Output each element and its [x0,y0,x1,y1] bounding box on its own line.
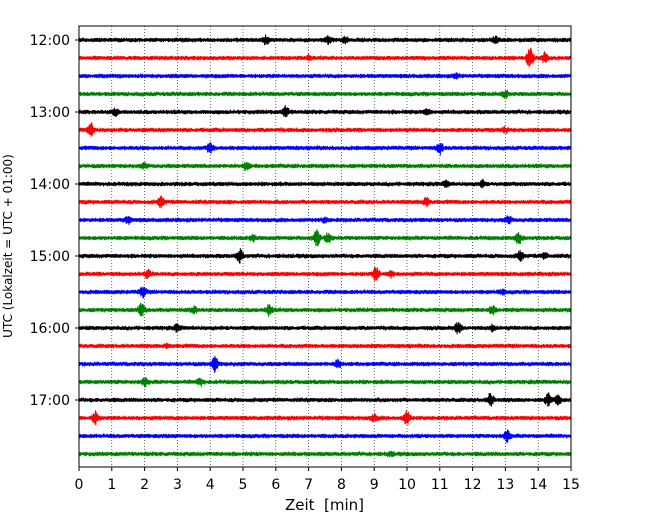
trace-1300 [78,105,572,118]
x-axis-ticks: 0 1 2 3 4 5 6 7 8 9 10 11 12 13 14 15 [75,467,580,493]
y-tick-label: 17:00 [30,393,70,409]
trace-1445 [78,228,572,247]
trace-1700 [78,392,572,407]
x-tick-label: 15 [562,477,580,493]
x-tick-label: 6 [271,477,280,493]
y-axis-ticks: 12:00 13:00 14:00 15:00 16:00 17:00 [30,33,79,409]
y-axis-label: UTC (Lokalzeit = UTC + 01:00) [1,154,15,338]
trace-1400 [78,178,572,189]
x-tick-label: 12 [464,477,482,493]
x-tick-label: 7 [304,477,313,493]
trace-1200 [78,34,572,46]
trace-1745 [78,450,572,458]
trace-1545 [78,302,572,318]
trace-1730 [78,429,572,444]
trace-1215 [78,47,572,67]
trace-1500 [78,248,572,265]
trace-1630 [78,355,572,373]
x-tick-label: 10 [398,477,416,493]
plot-frame [78,25,572,468]
trace-1530 [78,286,572,299]
x-tick-label: 5 [239,477,248,493]
x-tick-label: 13 [496,477,514,493]
trace-1615 [78,342,572,350]
y-tick-label: 16:00 [30,321,70,337]
trace-1345 [78,161,572,172]
trace-1600 [78,321,572,335]
trace-1330 [78,141,572,156]
x-tick-label: 3 [173,477,182,493]
x-axis-label: Zeit [min] [285,496,364,514]
x-tick-label: 2 [140,477,149,493]
y-tick-label: 14:00 [30,177,70,193]
trace-1715 [78,410,572,426]
trace-1245 [78,89,572,99]
x-tick-label: 14 [529,477,547,493]
x-tick-label: 0 [75,477,84,493]
trace-1515 [78,266,572,282]
x-tick-label: 8 [337,477,346,493]
x-tick-label: 9 [370,477,379,493]
seismic-traces [78,34,572,458]
x-tick-label: 1 [107,477,116,493]
trace-1645 [78,376,572,388]
trace-1315 [78,122,572,137]
trace-1230 [78,72,572,80]
y-tick-label: 15:00 [30,249,70,265]
trace-1415 [78,195,572,209]
y-tick-label: 13:00 [30,105,70,121]
trace-1430 [78,215,572,226]
x-tick-label: 4 [206,477,215,493]
x-tick-label: 11 [431,477,449,493]
y-tick-label: 12:00 [30,33,70,49]
